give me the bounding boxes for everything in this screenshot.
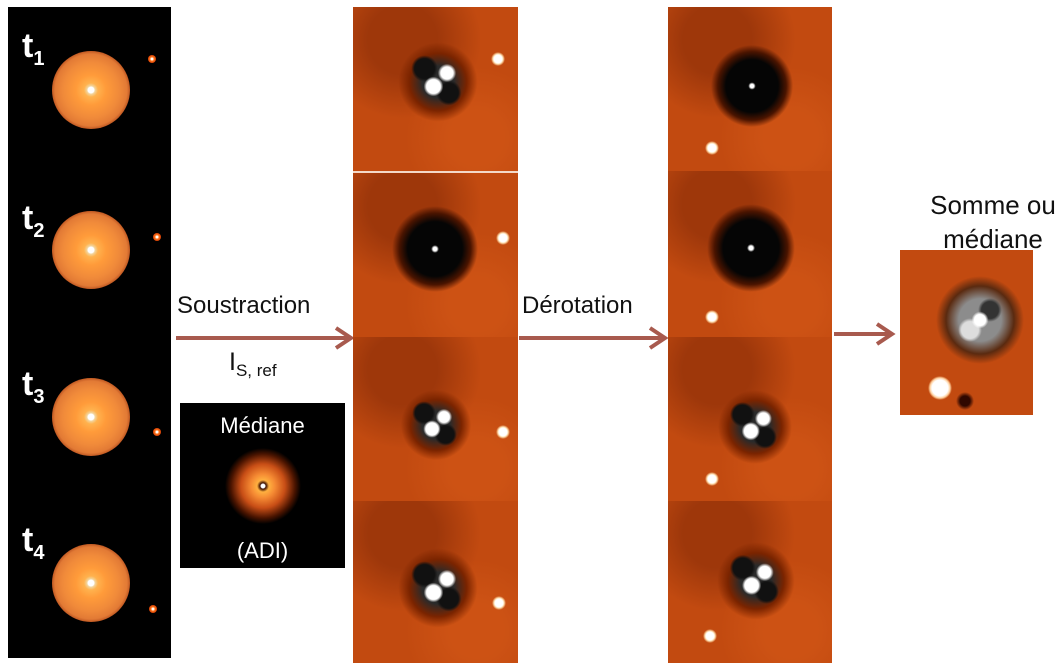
derotated-frame-2 [668, 171, 832, 337]
subtracted-frame-1 [353, 7, 518, 171]
residual-speckle [396, 385, 476, 465]
subtracted-frame-4 [353, 501, 518, 663]
time-label-t2: t2 [22, 199, 45, 242]
planet-t2 [153, 233, 161, 241]
residual-speckle [708, 42, 796, 130]
subtracted-frame-3 [353, 337, 518, 501]
time-label-t1: t1 [22, 27, 45, 70]
median-star-image [224, 447, 301, 524]
adi-label: (ADI) [236, 538, 289, 563]
star-halo-t4 [52, 544, 130, 622]
planet-residual [491, 52, 505, 66]
residual-speckle [393, 37, 483, 127]
negative-lobe [956, 392, 974, 410]
planet-t4 [149, 605, 157, 613]
planet-residual [496, 425, 510, 439]
frame-divider [353, 171, 518, 173]
median-reference-box: Médiane (ADI) [180, 403, 345, 568]
star-halo-t3 [52, 378, 130, 456]
derotated-frame-1 [668, 7, 832, 171]
raw-frames-column: t1 t2 t3 t4 [8, 7, 171, 658]
planet-residual [705, 310, 719, 324]
final-caption-line2: médiane [943, 224, 1043, 254]
planet-residual [705, 472, 719, 486]
planet-t3 [153, 428, 161, 436]
derotation-label: Dérotation [522, 292, 633, 319]
residual-speckle [712, 537, 800, 625]
planet-residual [496, 231, 510, 245]
planet-residual [705, 141, 719, 155]
residual-speckle [389, 203, 481, 295]
reference-image-label: IS, ref [229, 348, 277, 380]
subtracted-frame-2 [353, 173, 518, 337]
star-halo-t1 [52, 51, 130, 129]
final-combined-image [900, 250, 1033, 415]
derotated-frames-column [668, 7, 832, 663]
subtracted-frames-column [353, 7, 518, 663]
subtraction-arrow [176, 326, 355, 350]
median-label: Médiane [220, 413, 305, 438]
detected-planet [928, 376, 952, 400]
planet-residual [703, 629, 717, 643]
final-caption-line1: Somme ou [930, 190, 1056, 220]
residual-speckle [713, 385, 797, 469]
residual-speckle [704, 201, 798, 295]
planet-t1 [148, 55, 156, 63]
combine-arrow [834, 322, 896, 346]
derotated-frame-4 [668, 501, 832, 663]
derotation-arrow [519, 326, 669, 350]
star-halo-t2 [52, 211, 130, 289]
time-label-t3: t3 [22, 365, 45, 408]
final-caption: Somme ou médiane [928, 188, 1057, 256]
planet-residual [492, 596, 506, 610]
time-label-t4: t4 [22, 521, 45, 564]
residual-speckle [393, 543, 483, 633]
final-residual-speckle [930, 270, 1030, 370]
derotated-frame-3 [668, 337, 832, 501]
subtraction-label: Soustraction [177, 292, 311, 319]
